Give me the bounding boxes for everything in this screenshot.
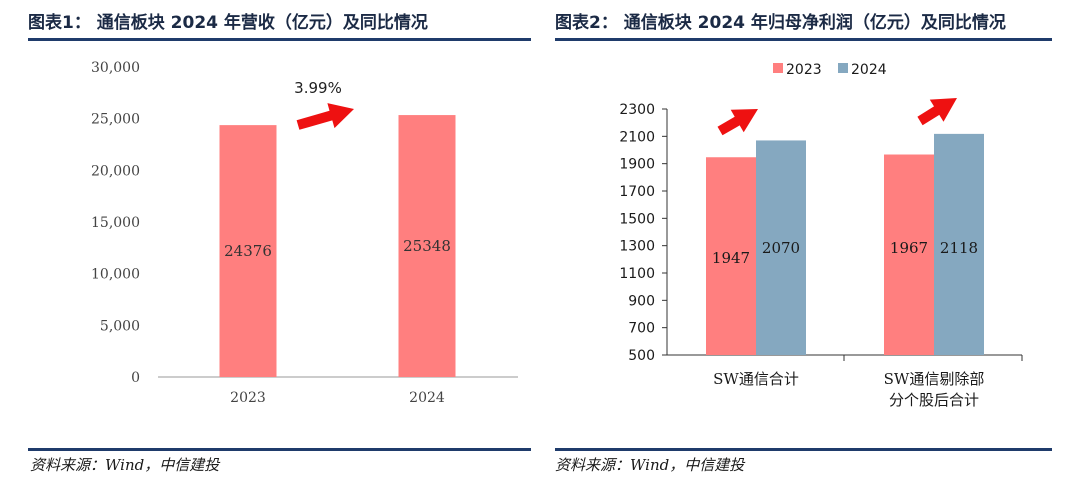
left-y-tick-label: 5,000 — [100, 318, 140, 334]
growth-arrow-group1 — [717, 109, 758, 136]
right-bar-data-label: 2070 — [762, 239, 800, 257]
left-y-tick-label: 25,000 — [91, 112, 140, 128]
growth-arrow — [296, 103, 354, 130]
left-y-tick-label: 10,000 — [91, 267, 140, 283]
left-source-note: 资料来源：Wind，中信建投 — [30, 456, 220, 474]
left-x-tick-label: 2023 — [230, 390, 266, 406]
right-y-tick-label: 500 — [628, 348, 655, 364]
legend-label: 2024 — [851, 62, 887, 78]
left-y-tick-label: 20,000 — [91, 163, 140, 179]
right-bar-data-label: 2118 — [940, 239, 978, 257]
right-title-rule — [555, 38, 1052, 41]
left-x-tick-label: 2024 — [409, 390, 445, 406]
right-y-tick-label: 1300 — [619, 239, 655, 255]
right-bar-data-label: 1967 — [890, 239, 928, 257]
right-bottom-rule — [555, 448, 1052, 451]
right-bar-2023 — [706, 157, 756, 355]
left-bar-data-label: 25348 — [403, 237, 451, 255]
right-bar-2023 — [884, 154, 934, 355]
left-title-rule — [28, 38, 531, 41]
right-y-tick-label: 2100 — [619, 129, 655, 145]
right-y-tick-label: 1900 — [619, 157, 655, 173]
right-bar-2024 — [756, 140, 806, 355]
right-y-tick-label: 1100 — [619, 266, 655, 282]
left-y-tick-label: 15,000 — [91, 215, 140, 231]
right-y-tick-label: 900 — [628, 293, 655, 309]
left-y-tick-label: 0 — [131, 370, 140, 386]
legend-swatch-2024 — [838, 63, 848, 73]
right-x-tick-label: 分个股后合计 — [889, 391, 979, 409]
growth-annotation: 3.99% — [294, 79, 342, 97]
legend-label: 2023 — [786, 62, 822, 78]
left-bar-data-label: 24376 — [224, 242, 272, 260]
right-figure-title: 图表2： 通信板块 2024 年归母净利润（亿元）及同比情况 — [555, 13, 1006, 33]
right-x-tick-label: SW通信合计 — [713, 370, 799, 388]
right-x-tick-label: SW通信剔除部 — [884, 370, 985, 388]
right-source-note: 资料来源：Wind，中信建投 — [555, 456, 745, 474]
left-bottom-rule — [28, 448, 531, 451]
growth-arrow-group2 — [917, 98, 957, 126]
left-figure-title: 图表1： 通信板块 2024 年营收（亿元）及同比情况 — [28, 13, 428, 33]
left-bar — [219, 125, 277, 377]
right-y-tick-label: 1500 — [619, 211, 655, 227]
left-y-tick-label: 30,000 — [91, 60, 140, 76]
right-bar-data-label: 1947 — [712, 249, 750, 267]
right-y-tick-label: 2300 — [619, 102, 655, 118]
right-bar-2024 — [934, 133, 984, 355]
left-bar — [398, 115, 456, 377]
legend-swatch-2023 — [773, 63, 783, 73]
right-y-tick-label: 1700 — [619, 184, 655, 200]
right-y-tick-label: 700 — [628, 321, 655, 337]
